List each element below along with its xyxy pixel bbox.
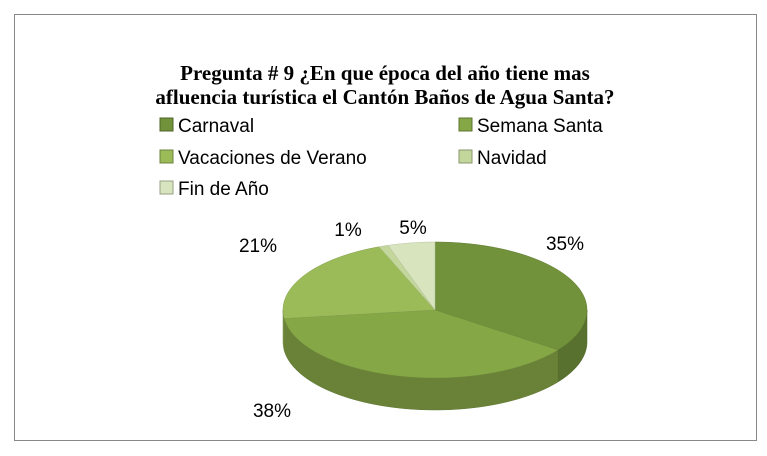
legend-swatch bbox=[458, 149, 473, 164]
slice bbox=[283, 309, 559, 379]
legend-swatch bbox=[159, 180, 174, 195]
legend-label: Carnaval bbox=[178, 116, 254, 137]
legend-swatch bbox=[159, 117, 174, 132]
data-label: 35% bbox=[546, 234, 584, 255]
legend-label: Navidad bbox=[477, 148, 547, 169]
data-label: 38% bbox=[253, 401, 291, 422]
chart-title: afluencia turística el Cantón Baños de A… bbox=[155, 85, 614, 109]
legend-swatch bbox=[159, 149, 174, 164]
slice bbox=[378, 245, 436, 311]
data-label: 5% bbox=[399, 218, 427, 239]
legend-label: Fin de Año bbox=[178, 179, 269, 200]
slice bbox=[282, 246, 436, 319]
data-label: 1% bbox=[334, 220, 362, 241]
slice bbox=[434, 241, 588, 351]
slice bbox=[387, 241, 436, 311]
data-label: 21% bbox=[239, 236, 277, 257]
legend-swatch bbox=[458, 117, 473, 132]
chart-title: Pregunta # 9 ¿En que época del año tiene… bbox=[180, 61, 590, 85]
legend-label: Semana Santa bbox=[477, 116, 603, 137]
legend-label: Vacaciones de Verano bbox=[178, 148, 367, 169]
